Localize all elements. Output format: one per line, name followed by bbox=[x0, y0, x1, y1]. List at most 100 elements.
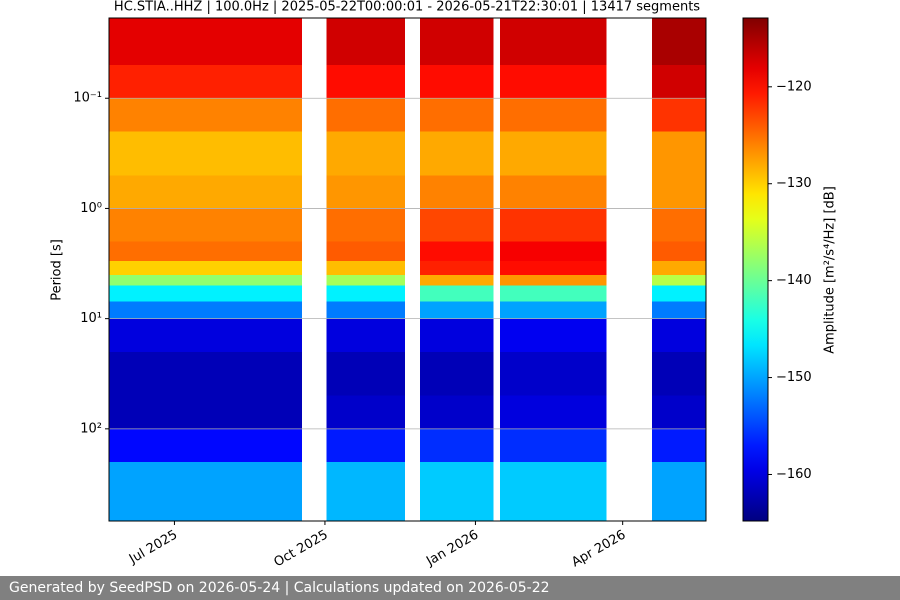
psd-cell bbox=[499, 285, 607, 303]
psd-cell bbox=[652, 318, 706, 353]
colorbar-tick-label: −140 bbox=[776, 273, 812, 288]
psd-cell bbox=[499, 175, 607, 209]
colorbar-tick-label: −150 bbox=[776, 370, 812, 385]
psd-cell bbox=[109, 428, 303, 463]
psd-cell bbox=[109, 351, 303, 397]
psd-cell bbox=[109, 65, 303, 99]
psd-cell bbox=[109, 285, 303, 303]
chart: HC.STIA..HHZ | 100.0Hz | 2025-05-22T00:0… bbox=[50, 0, 838, 571]
psd-cell bbox=[499, 274, 607, 286]
psd-cell bbox=[419, 131, 494, 176]
y-tick-label: 10⁻¹ bbox=[73, 91, 102, 106]
psd-cell bbox=[499, 131, 607, 176]
psd-cell bbox=[326, 98, 406, 132]
psd-cell bbox=[652, 65, 706, 99]
psd-cell bbox=[109, 175, 303, 209]
plot-frame bbox=[108, 17, 707, 522]
psd-cell bbox=[419, 98, 494, 132]
psd-cell bbox=[419, 428, 494, 463]
psd-cell bbox=[419, 395, 494, 430]
psd-cell bbox=[326, 285, 406, 303]
psd-cell bbox=[419, 285, 494, 303]
psd-cell bbox=[326, 131, 406, 176]
psd-cell bbox=[109, 98, 303, 132]
psd-cell bbox=[419, 301, 494, 320]
psd-cell bbox=[652, 351, 706, 397]
psd-cell bbox=[419, 318, 494, 353]
colorbar-tick-label: −160 bbox=[776, 467, 812, 482]
chart-title: HC.STIA..HHZ | 100.0Hz | 2025-05-22T00:0… bbox=[114, 0, 700, 15]
x-tick-label: Jul 2025 bbox=[126, 528, 180, 568]
psd-cell bbox=[326, 175, 406, 209]
psd-cell bbox=[499, 462, 607, 522]
psd-cell bbox=[109, 395, 303, 430]
psd-cell bbox=[652, 261, 706, 276]
x-tick-label: Jan 2026 bbox=[423, 528, 481, 570]
psd-cell bbox=[326, 274, 406, 286]
x-tick-label: Apr 2026 bbox=[569, 528, 628, 571]
psd-cell bbox=[499, 241, 607, 262]
psd-cell bbox=[499, 18, 607, 66]
psd-cell bbox=[652, 18, 706, 66]
psd-cell bbox=[652, 395, 706, 430]
psd-cell bbox=[109, 301, 303, 320]
psd-cell bbox=[419, 274, 494, 286]
psd-cell bbox=[652, 98, 706, 132]
psd-cell bbox=[499, 65, 607, 99]
psd-cell bbox=[326, 318, 406, 353]
psd-cell bbox=[109, 131, 303, 176]
psd-cell bbox=[652, 241, 706, 262]
psd-cell bbox=[652, 208, 706, 243]
colorbar-label: Amplitude [m²/s⁴/Hz] [dB] bbox=[823, 186, 838, 354]
psd-cell bbox=[499, 351, 607, 397]
psd-cell bbox=[419, 241, 494, 262]
psd-cell bbox=[499, 395, 607, 430]
psd-cell bbox=[652, 285, 706, 303]
colorbar bbox=[742, 17, 769, 522]
psd-cell bbox=[326, 351, 406, 397]
psd-cell bbox=[109, 462, 303, 522]
psd-cell bbox=[419, 261, 494, 276]
psd-cell bbox=[419, 462, 494, 522]
colorbar-tick-label: −130 bbox=[776, 176, 812, 191]
psd-cell bbox=[499, 301, 607, 320]
psd-cell bbox=[326, 208, 406, 243]
psd-cell bbox=[326, 462, 406, 522]
psd-cell bbox=[109, 261, 303, 276]
psd-cell bbox=[499, 98, 607, 132]
psd-cell bbox=[109, 274, 303, 286]
psd-cell bbox=[652, 274, 706, 286]
psd-cell bbox=[419, 208, 494, 243]
colorbar-tick-label: −120 bbox=[776, 79, 812, 94]
psd-cell bbox=[419, 175, 494, 209]
psd-cell bbox=[109, 318, 303, 353]
psd-cell bbox=[326, 65, 406, 99]
psd-cell bbox=[499, 318, 607, 353]
y-tick-label: 10¹ bbox=[80, 311, 102, 326]
psd-cell bbox=[652, 462, 706, 522]
psd-cell bbox=[652, 428, 706, 463]
psd-cell bbox=[326, 261, 406, 276]
psd-cell bbox=[652, 301, 706, 320]
x-tick-label: Oct 2025 bbox=[271, 528, 330, 571]
psd-cell bbox=[499, 208, 607, 243]
psd-cell bbox=[499, 261, 607, 276]
psd-cell bbox=[326, 428, 406, 463]
psd-cell bbox=[419, 65, 494, 99]
psd-cell bbox=[499, 428, 607, 463]
psd-cell bbox=[109, 208, 303, 243]
psd-cell bbox=[326, 301, 406, 320]
psd-cell bbox=[326, 241, 406, 262]
psd-cell bbox=[326, 395, 406, 430]
psd-cell bbox=[652, 175, 706, 209]
y-tick-label: 10² bbox=[80, 421, 102, 436]
psd-cell bbox=[652, 131, 706, 176]
psd-cell bbox=[419, 351, 494, 397]
psd-cell bbox=[109, 18, 303, 66]
psd-cell bbox=[109, 241, 303, 262]
psd-cell bbox=[326, 18, 406, 66]
footer: Generated by SeedPSD on 2026-05-24 | Cal… bbox=[0, 576, 900, 600]
y-tick-label: 10⁰ bbox=[80, 201, 102, 216]
psd-cell bbox=[419, 18, 494, 66]
